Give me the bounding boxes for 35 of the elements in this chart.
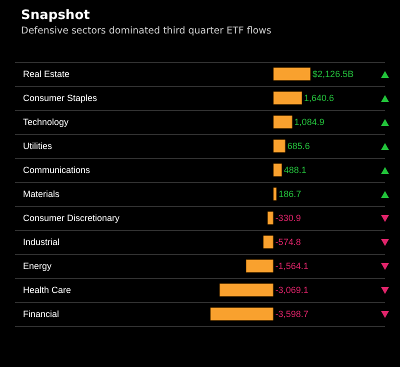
text: Snapshot bbox=[21, 8, 90, 23]
y-tick-label: Consumer Staples bbox=[23, 93, 98, 103]
bar bbox=[273, 188, 277, 200]
data-label: $2,126.5B bbox=[312, 69, 354, 79]
y-tick-label: Health Care bbox=[23, 285, 72, 295]
data-label: 1,640.6 bbox=[304, 93, 334, 103]
bar bbox=[273, 116, 292, 128]
y-tick-label: Technology bbox=[23, 117, 70, 127]
data-label: -1,564.1 bbox=[275, 261, 308, 271]
bar bbox=[210, 308, 274, 320]
bar bbox=[246, 260, 274, 272]
data-label: -3,069.1 bbox=[275, 285, 308, 295]
y-tick-label: Materials bbox=[23, 189, 60, 199]
data-label: -574.8 bbox=[275, 237, 301, 247]
bar bbox=[273, 140, 286, 152]
data-label: -330.9 bbox=[275, 213, 301, 223]
y-tick-label: Financial bbox=[23, 309, 60, 319]
bar bbox=[268, 212, 274, 224]
y-tick-label: Real Estate bbox=[23, 69, 70, 79]
chart-subtitle: Defensive sectors dominated third quarter ETF flows bbox=[21, 26, 272, 36]
bar bbox=[273, 68, 311, 80]
y-tick-label: Consumer Discretionary bbox=[23, 213, 120, 223]
y-tick-label: Industrial bbox=[23, 237, 60, 247]
bar bbox=[263, 236, 274, 248]
y-tick-label: Utilities bbox=[23, 141, 53, 151]
data-label: 186.7 bbox=[278, 189, 302, 199]
data-label: -3,598.7 bbox=[275, 309, 308, 319]
bar bbox=[273, 92, 302, 104]
data-label: 1,084.9 bbox=[294, 117, 324, 127]
data-label: 685.6 bbox=[287, 141, 310, 151]
bar bbox=[220, 284, 274, 296]
y-tick-label: Energy bbox=[23, 261, 52, 271]
data-label: 488.1 bbox=[284, 165, 306, 175]
bar bbox=[273, 164, 282, 176]
y-tick-label: Communications bbox=[23, 165, 91, 175]
